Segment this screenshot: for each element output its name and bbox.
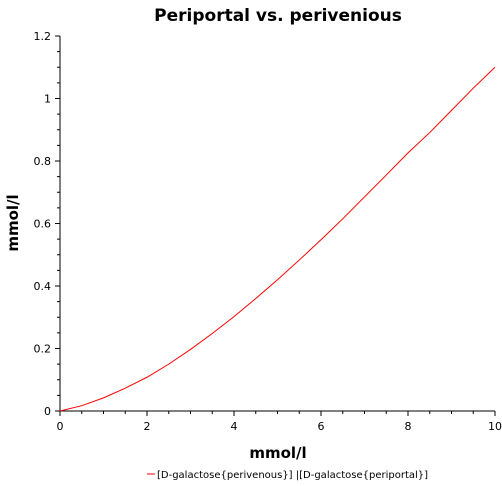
x-tick-label: 10: [488, 420, 502, 433]
chart-title: Periportal vs. perivenious: [154, 6, 402, 26]
x-tick-label: 0: [57, 420, 64, 433]
y-tick-label: 0: [44, 405, 51, 418]
x-tick-label: 6: [318, 420, 325, 433]
y-axis-label: mmol/l: [4, 194, 22, 251]
legend-label: [D-galactose{perivenous}] |[D-galactose{…: [157, 470, 428, 481]
series-group: [59, 66, 496, 412]
axes: [59, 36, 495, 412]
y-tick-label: 0.2: [34, 343, 52, 356]
x-tick-label: 2: [144, 420, 151, 433]
x-tick-label: 8: [405, 420, 412, 433]
series-line: [59, 66, 496, 412]
legend: [D-galactose{perivenous}] |[D-galactose{…: [147, 470, 428, 481]
x-axis-label: mmol/l: [249, 444, 306, 462]
y-tick-label: 1.2: [34, 30, 52, 43]
y-tick-label: 0.8: [34, 155, 52, 168]
x-tick-label: 4: [231, 420, 238, 433]
y-tick-label: 1: [44, 93, 51, 106]
y-tick-label: 0.4: [34, 280, 52, 293]
y-tick-label: 0.6: [34, 218, 52, 231]
ticks: 0 2 4 6 8 10 0 0.2 0.4 0.6 0.8 1 1.2: [34, 30, 502, 433]
